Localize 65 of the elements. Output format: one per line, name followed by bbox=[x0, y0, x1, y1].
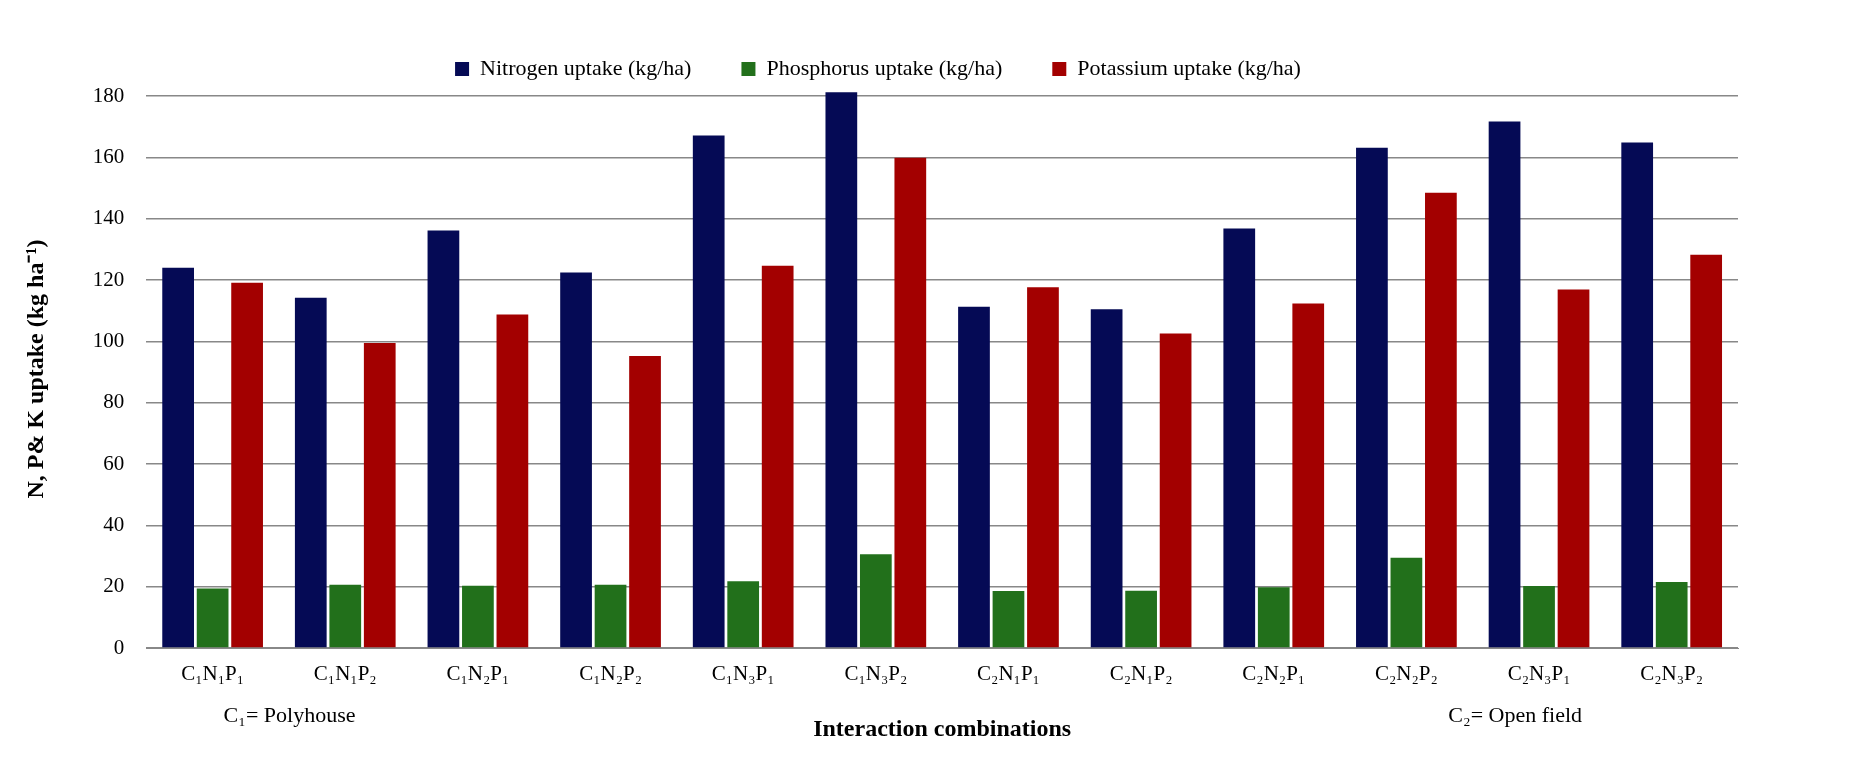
bar bbox=[1125, 590, 1157, 648]
x-tick-label: C₂N₁P₂ bbox=[1109, 661, 1173, 686]
x-tick-label: C₁N₃P₁ bbox=[711, 661, 775, 686]
x-tick-label: C₂N₃P₂ bbox=[1640, 661, 1704, 686]
bar bbox=[1621, 142, 1654, 648]
y-tick-label: 100 bbox=[92, 327, 125, 352]
bar bbox=[1390, 557, 1423, 648]
bar bbox=[162, 267, 194, 648]
bar bbox=[1557, 289, 1590, 648]
y-tick-label: 0 bbox=[113, 634, 125, 659]
bar bbox=[761, 265, 794, 648]
bar bbox=[231, 282, 263, 648]
bar bbox=[958, 306, 990, 648]
bar bbox=[825, 92, 858, 648]
legend-label: Phosphorus uptake (kg/ha) bbox=[766, 54, 1003, 80]
bar bbox=[992, 590, 1025, 648]
x-tick-label: C₂N₃P₁ bbox=[1507, 661, 1571, 686]
bar bbox=[560, 272, 592, 648]
x-tick-label: C₂N₂P₁ bbox=[1242, 661, 1306, 686]
bar bbox=[496, 314, 529, 648]
bar bbox=[1292, 303, 1325, 648]
text: C₁= Polyhouse bbox=[223, 701, 356, 727]
bar bbox=[1257, 587, 1290, 648]
y-tick-label: 80 bbox=[103, 389, 125, 414]
y-tick-label: 180 bbox=[92, 82, 125, 107]
y-tick-label: 40 bbox=[103, 511, 125, 536]
bar bbox=[1090, 309, 1123, 648]
bar bbox=[594, 584, 627, 648]
bar bbox=[894, 157, 927, 648]
bar bbox=[1690, 254, 1723, 648]
x-tick-label: C₁N₂P₁ bbox=[446, 661, 510, 686]
bar bbox=[1425, 192, 1457, 648]
bar bbox=[363, 342, 396, 648]
bar bbox=[1523, 586, 1555, 648]
bar bbox=[1655, 582, 1688, 648]
bar bbox=[1356, 147, 1388, 648]
bar bbox=[462, 585, 494, 648]
legend-label: Potassium uptake (kg/ha) bbox=[1077, 54, 1301, 80]
bar bbox=[1159, 333, 1192, 648]
x-axis-title: Interaction combinations bbox=[813, 714, 1072, 741]
legend-label: Nitrogen uptake (kg/ha) bbox=[480, 54, 692, 80]
bar bbox=[1223, 228, 1256, 648]
bar bbox=[629, 356, 661, 648]
y-axis-title: N, P& K uptake (kg ha⁻¹) bbox=[21, 239, 48, 499]
text: C₂= Open field bbox=[1448, 701, 1583, 727]
x-tick-label: C₁N₂P₂ bbox=[579, 661, 642, 686]
y-tick-label: 60 bbox=[103, 450, 125, 475]
x-tick-label: C₂N₂P₂ bbox=[1374, 661, 1438, 686]
x-tick-label: C₁N₁P₂ bbox=[313, 661, 377, 686]
y-tick-label: 120 bbox=[92, 266, 125, 291]
bar bbox=[1027, 287, 1059, 648]
bar bbox=[196, 588, 229, 648]
x-tick-label: C₁N₃P₂ bbox=[844, 661, 908, 686]
y-tick-label: 20 bbox=[103, 573, 125, 598]
x-tick-label: C₂N₁P₁ bbox=[977, 661, 1040, 686]
y-tick-label: 140 bbox=[92, 205, 125, 230]
bar bbox=[727, 581, 760, 648]
bar bbox=[692, 135, 725, 648]
y-tick-label: 160 bbox=[92, 143, 125, 168]
bar bbox=[294, 297, 327, 648]
bar bbox=[329, 584, 362, 648]
x-tick-label: C₁N₁P₁ bbox=[181, 661, 245, 686]
bar bbox=[427, 230, 460, 648]
bar bbox=[1488, 121, 1521, 648]
bar bbox=[859, 554, 892, 648]
